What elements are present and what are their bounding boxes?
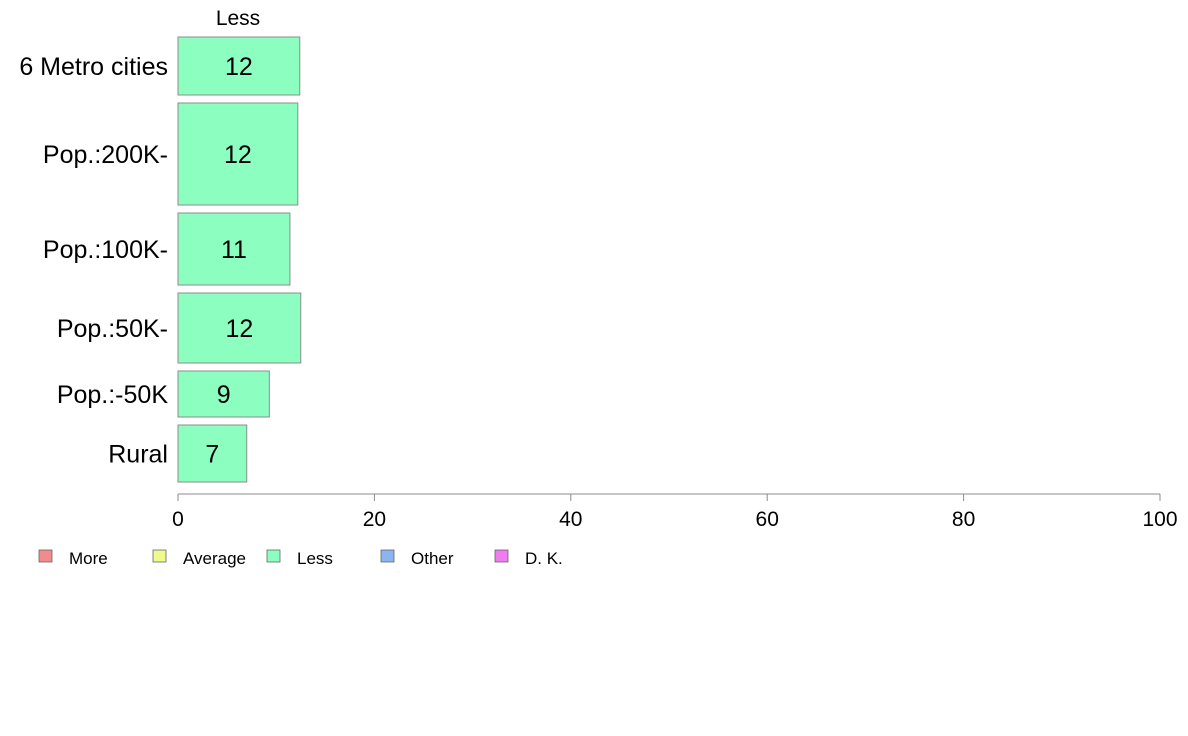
category-label: Rural: [108, 441, 168, 469]
bar: [177, 102, 299, 206]
bar-value-label: 11: [221, 236, 247, 264]
legend-label: More: [69, 549, 108, 568]
x-axis: 0 20 40 60 80 100: [172, 493, 1178, 531]
legend-label: Less: [297, 549, 333, 568]
legend-label: Average: [183, 549, 246, 568]
legend-label: Other: [411, 549, 454, 568]
legend-swatch: [266, 549, 281, 563]
x-tick-label: 20: [363, 508, 386, 531]
bar-value-label: 9: [217, 381, 231, 409]
category-label: 6 Metro cities: [19, 53, 168, 81]
column-header: Less: [216, 7, 260, 30]
x-tick-label: 60: [756, 508, 779, 531]
category-label: Pop.:200K-: [43, 141, 168, 169]
bar: [177, 424, 248, 483]
category-label: Pop.:100K-: [43, 236, 168, 264]
legend: More Average Less Other D. K.: [38, 549, 563, 568]
x-tick-label: 100: [1142, 508, 1177, 531]
category-label: Pop.:50K-: [57, 315, 168, 343]
bar: [177, 292, 302, 364]
x-tick-label: 40: [559, 508, 582, 531]
legend-swatch: [494, 549, 509, 563]
x-tick-label: 0: [172, 508, 184, 531]
bar-value-label: 7: [205, 441, 219, 469]
bar: [177, 36, 301, 96]
bar-value-label: 12: [224, 141, 252, 169]
legend-swatch: [38, 549, 53, 563]
legend-swatch: [152, 549, 167, 563]
legend-swatch: [380, 549, 395, 563]
category-label: Pop.:-50K: [57, 381, 169, 409]
legend-label: D. K.: [525, 549, 563, 568]
x-tick-label: 80: [952, 508, 975, 531]
bar-value-label: 12: [225, 53, 253, 81]
bar: [177, 212, 291, 286]
bar-value-label: 12: [225, 315, 253, 343]
bar: [177, 370, 270, 418]
bars-group: 6 Metro cities 12 Pop.:200K- 12 Pop.:100K- 11…: [19, 36, 302, 483]
